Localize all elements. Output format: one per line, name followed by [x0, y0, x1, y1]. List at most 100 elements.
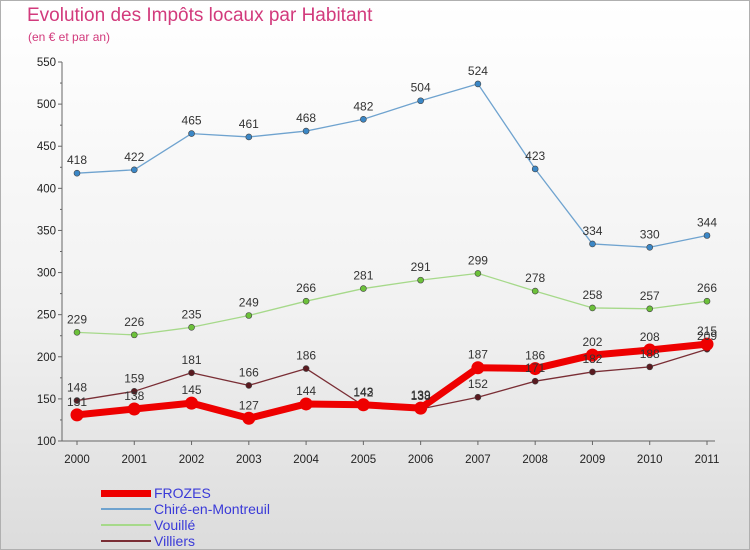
- data-point: [474, 270, 482, 277]
- series-line-chir-en-montreuil: [76, 83, 708, 248]
- legend-swatch: [101, 540, 151, 542]
- data-label: 148: [67, 381, 87, 395]
- data-label: 138: [124, 389, 144, 403]
- x-tick-label: 2004: [293, 454, 319, 466]
- data-label: 139: [411, 388, 431, 402]
- data-point: [474, 393, 482, 401]
- data-label: 482: [353, 99, 373, 113]
- data-label: 142: [353, 386, 373, 400]
- data-point: [73, 397, 81, 404]
- data-point: [245, 312, 253, 319]
- data-point: [302, 127, 310, 135]
- legend-swatch: [101, 524, 151, 526]
- data-point: [643, 343, 657, 357]
- y-tick-label: 300: [37, 268, 56, 280]
- data-point: [528, 362, 542, 376]
- series-line-frozes: [76, 340, 708, 422]
- data-label: 188: [640, 347, 660, 361]
- data-point: [127, 402, 141, 416]
- legend-swatch: [101, 489, 151, 497]
- data-label: 166: [239, 365, 259, 379]
- data-label: 258: [582, 288, 602, 302]
- data-label: 131: [67, 395, 87, 409]
- y-tick-label: 500: [37, 99, 56, 111]
- data-point: [130, 331, 138, 339]
- data-label: 468: [296, 111, 316, 125]
- y-tick-label: 250: [37, 310, 56, 322]
- data-point: [474, 80, 482, 88]
- data-label: 208: [640, 330, 660, 344]
- data-label: 291: [411, 260, 431, 274]
- legend: FROZES Chiré-en-Montreuil Vouillé Villiers: [101, 485, 361, 549]
- x-tick-label: 2008: [522, 454, 548, 466]
- data-point: [700, 337, 714, 351]
- data-point: [242, 411, 256, 425]
- data-label: 504: [411, 81, 431, 95]
- y-tick-label: 200: [37, 352, 56, 364]
- data-point: [245, 382, 253, 389]
- data-point: [130, 388, 138, 395]
- data-label: 299: [468, 253, 488, 267]
- data-label: 257: [640, 289, 660, 303]
- data-point: [646, 305, 654, 313]
- data-point: [185, 396, 199, 410]
- data-point: [188, 369, 195, 377]
- legend-item: FROZES: [101, 485, 361, 501]
- x-tick-label: 2005: [351, 454, 377, 466]
- data-point: [471, 361, 485, 375]
- legend-label: Vouillé: [154, 517, 196, 533]
- data-label: 202: [582, 335, 602, 349]
- y-tick-label: 150: [37, 394, 56, 406]
- data-point: [531, 377, 539, 385]
- data-label: 266: [697, 281, 717, 295]
- data-label: 226: [124, 315, 144, 329]
- x-tick-label: 2002: [179, 454, 205, 466]
- data-label: 266: [296, 281, 316, 295]
- data-label: 143: [353, 385, 373, 399]
- data-label: 465: [182, 114, 202, 128]
- data-label: 330: [640, 227, 660, 241]
- data-label: 215: [697, 324, 717, 338]
- data-point: [414, 401, 428, 415]
- x-tick-label: 2003: [236, 454, 262, 466]
- legend-item: Villiers: [101, 533, 361, 549]
- data-label: 138: [411, 389, 431, 403]
- data-point: [130, 166, 138, 174]
- data-point: [531, 165, 539, 173]
- data-point: [417, 276, 424, 284]
- data-point: [73, 169, 81, 177]
- data-label: 127: [239, 398, 259, 412]
- data-label: 186: [296, 349, 316, 363]
- y-tick-label: 350: [37, 225, 56, 237]
- data-point: [73, 329, 81, 336]
- x-tick-label: 2007: [465, 454, 491, 466]
- data-label: 524: [468, 64, 488, 78]
- x-tick-label: 2001: [121, 454, 147, 466]
- data-label: 461: [239, 117, 259, 131]
- series-line-villiers: [76, 348, 708, 410]
- x-tick-label: 2009: [580, 454, 606, 466]
- data-point: [646, 243, 654, 251]
- data-point: [356, 398, 370, 412]
- legend-label: Chiré-en-Montreuil: [154, 501, 270, 517]
- chart-title: Evolution des Impôts locaux par Habitant: [27, 5, 373, 26]
- chart-subtitle: (en € et par an): [28, 30, 111, 44]
- data-point: [646, 363, 654, 371]
- data-point: [70, 408, 84, 422]
- y-tick-label: 400: [37, 183, 56, 195]
- data-point: [299, 397, 313, 411]
- legend-swatch: [101, 508, 151, 510]
- x-tick-label: 2000: [64, 454, 90, 466]
- data-point: [302, 297, 310, 305]
- data-label: 182: [582, 352, 602, 366]
- data-label: 278: [525, 271, 545, 285]
- legend-item: Chiré-en-Montreuil: [101, 501, 361, 517]
- data-label: 235: [182, 307, 202, 321]
- y-tick-label: 550: [37, 57, 56, 69]
- data-point: [245, 133, 253, 141]
- data-label: 418: [67, 153, 87, 167]
- data-point: [703, 232, 711, 239]
- data-point: [589, 368, 596, 376]
